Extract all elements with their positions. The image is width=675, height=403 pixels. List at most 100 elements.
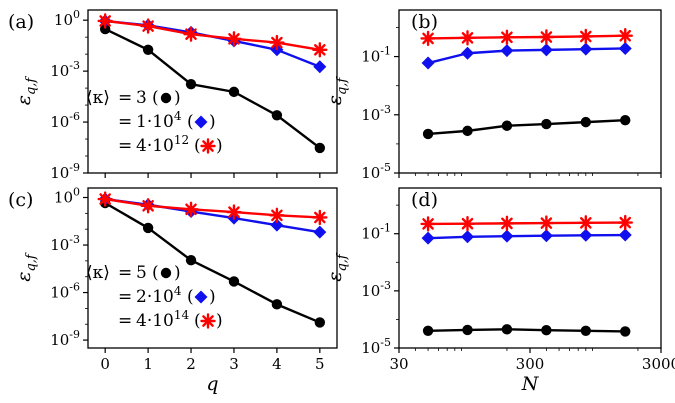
data-point	[500, 44, 514, 58]
legend-value: 3	[136, 88, 147, 108]
y-tick-label: 10-5	[361, 336, 391, 357]
legend-kappa-label: ⟨κ⟩	[86, 263, 110, 283]
y-tick-label: 10-6	[50, 110, 80, 131]
data-point	[620, 326, 631, 337]
data-point	[580, 325, 592, 336]
y-tick-label: 100	[54, 186, 80, 207]
series-line	[104, 27, 321, 149]
data-point	[539, 229, 553, 243]
y-tick-label: 100	[54, 8, 80, 29]
legend-marker	[200, 138, 216, 154]
data-point	[578, 215, 594, 231]
legend-paren-open: (	[152, 263, 159, 283]
y-axis-label: εq,f	[13, 252, 39, 282]
legend-paren-close: )	[216, 136, 223, 156]
y-tick-label: 10-6	[50, 281, 80, 302]
data-point	[539, 43, 553, 57]
legend-equals: =	[118, 136, 132, 156]
series-line	[428, 233, 626, 240]
data-point	[314, 142, 326, 154]
data-point	[140, 198, 156, 214]
legend-value: 4·1012	[136, 133, 189, 156]
panel-letter: (b)	[411, 11, 438, 33]
data-point	[140, 18, 156, 34]
legend-marker	[200, 313, 216, 329]
data-point	[269, 207, 285, 224]
y-tick-label: 10-3	[361, 279, 391, 300]
legend-equals: =	[118, 311, 132, 331]
series-circle	[422, 115, 631, 140]
data-point	[422, 325, 434, 336]
panel-letter: (a)	[8, 11, 34, 33]
x-tick-label: 5	[315, 355, 325, 373]
data-point	[313, 225, 327, 239]
x-tick-label: 30	[389, 355, 408, 373]
y-tick-label: 10-1	[361, 45, 391, 66]
data-point	[501, 324, 513, 335]
y-axis-label: εq,f	[324, 76, 350, 106]
plot-frame	[398, 9, 662, 174]
legend-value: 2·104	[136, 284, 182, 307]
data-point	[226, 31, 242, 47]
legend-paren-close: )	[174, 88, 181, 108]
y-tick-label: 10-5	[361, 161, 391, 182]
data-point	[142, 222, 154, 234]
data-point	[580, 116, 592, 128]
x-tick-label: 4	[272, 355, 282, 373]
data-point	[185, 78, 197, 90]
data-point	[579, 228, 593, 242]
legend-marker	[160, 267, 172, 279]
series-asterisk	[97, 191, 328, 226]
legend-paren-close: )	[174, 263, 181, 283]
data-point	[618, 228, 632, 242]
data-point	[314, 317, 326, 328]
data-point	[422, 128, 434, 140]
data-point	[142, 44, 154, 56]
legend-equals: =	[118, 88, 132, 108]
series-line	[427, 119, 626, 136]
y-tick-label: 10-3	[50, 59, 80, 80]
series-line	[428, 221, 626, 226]
data-point	[226, 204, 242, 220]
data-point	[620, 115, 631, 126]
series-line	[427, 47, 626, 65]
data-point	[499, 29, 515, 45]
data-point	[185, 255, 197, 266]
x-tick-label: 1	[143, 355, 153, 373]
series-diamond	[421, 228, 632, 245]
series-circle	[99, 197, 326, 328]
data-point	[459, 30, 476, 46]
x-tick-label: 300	[516, 355, 545, 373]
data-point	[462, 324, 473, 336]
y-tick-label: 10-9	[50, 161, 80, 182]
data-point	[271, 110, 283, 121]
data-point	[579, 42, 593, 56]
data-point	[541, 324, 552, 336]
legend-marker	[160, 92, 172, 104]
data-point	[617, 214, 633, 231]
series-circle	[99, 23, 326, 154]
series-asterisk	[97, 13, 328, 58]
data-point	[420, 30, 436, 47]
data-point	[462, 125, 473, 137]
data-point	[618, 41, 632, 55]
plot-frame	[87, 187, 338, 349]
data-point	[271, 299, 283, 310]
data-point	[499, 215, 515, 232]
series-line	[428, 328, 626, 333]
data-point	[617, 28, 633, 44]
data-point	[183, 201, 199, 218]
plot-frame	[398, 187, 662, 349]
legend-paren-open: (	[194, 311, 201, 331]
legend: ⟨κ⟩ = 5()= 2·104()= 4·1014()	[86, 263, 223, 331]
legend-paren-open: (	[194, 136, 201, 156]
y-axis-label: εq,f	[13, 76, 39, 106]
legend-paren-open: (	[187, 112, 194, 132]
legend-equals: =	[118, 287, 132, 307]
data-point	[421, 56, 435, 70]
legend-marker	[194, 115, 208, 129]
legend-equals: =	[118, 263, 132, 283]
data-point	[420, 216, 436, 232]
legend-equals: =	[118, 112, 132, 132]
